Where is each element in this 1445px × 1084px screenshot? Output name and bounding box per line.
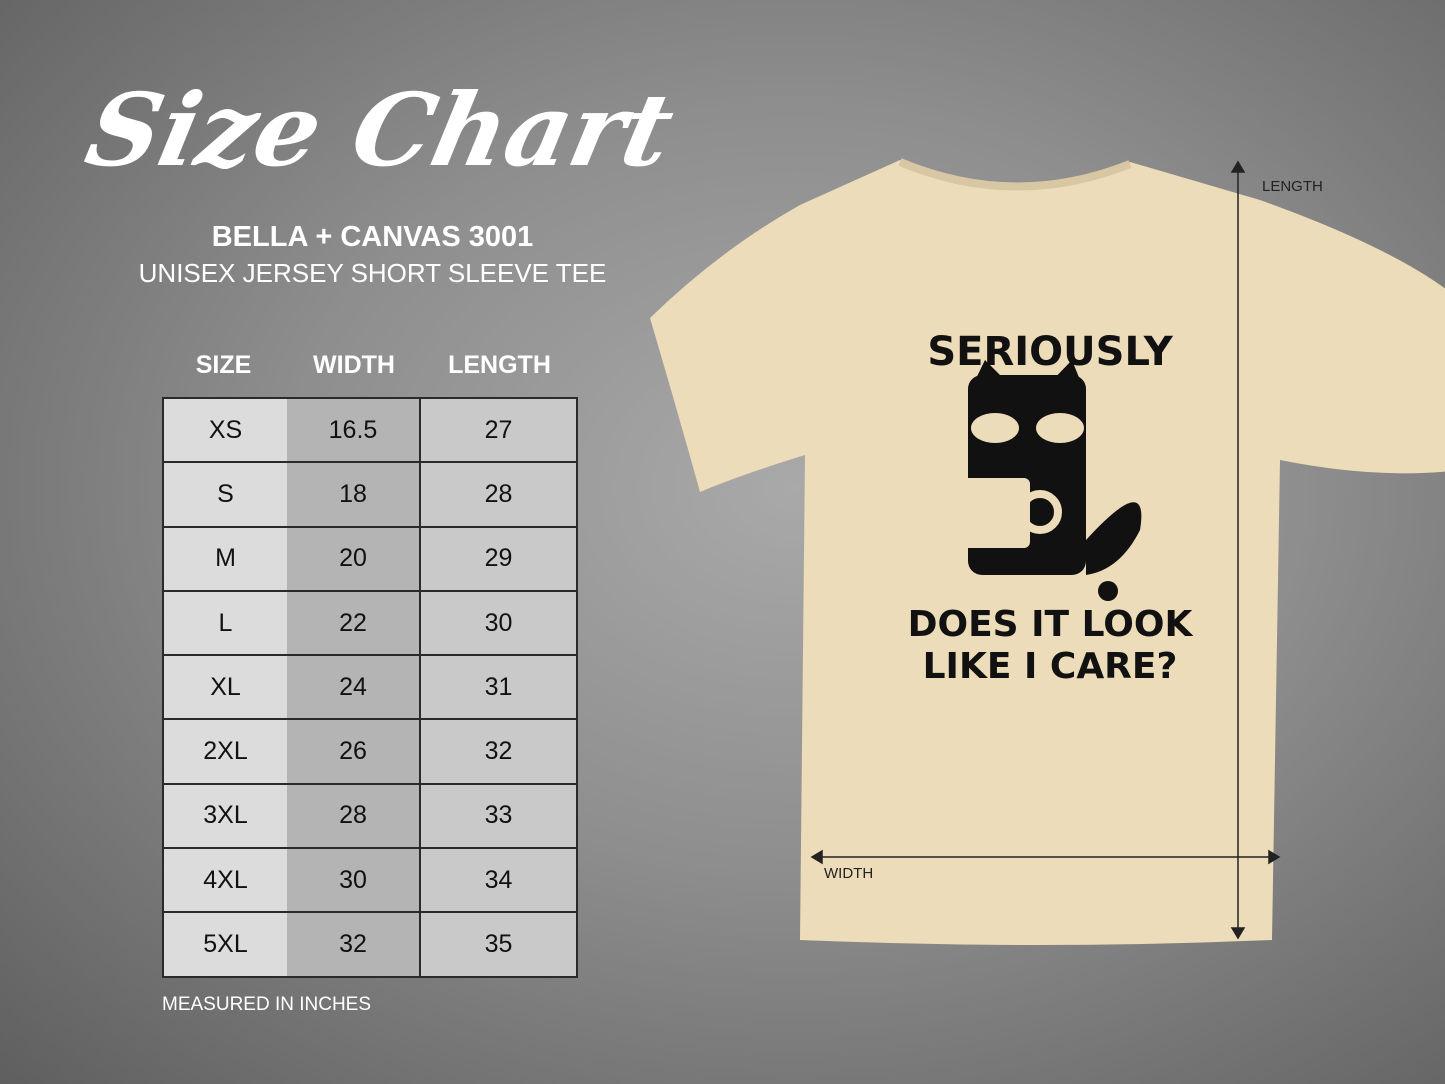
units-note: MEASURED IN INCHES bbox=[162, 994, 372, 1015]
cell-size: 3XL bbox=[162, 782, 287, 850]
cell-size: S bbox=[162, 461, 287, 528]
table-row: S 18 28 bbox=[162, 461, 578, 528]
print-bottom-line-1: DOES IT LOOK bbox=[908, 604, 1194, 645]
cell-size: 4XL bbox=[162, 847, 287, 914]
column-header-size: SIZE bbox=[195, 351, 252, 379]
cell-size: 5XL bbox=[162, 911, 287, 978]
cell-width: 20 bbox=[287, 525, 421, 592]
grumpy-cat-with-mug-graphic bbox=[958, 360, 1142, 601]
width-label: WIDTH bbox=[824, 865, 873, 882]
table-row: XS 16.5 27 bbox=[162, 396, 578, 464]
table-row: XL 24 31 bbox=[162, 654, 578, 721]
cell-length: 27 bbox=[419, 396, 578, 464]
table-row: 4XL 30 34 bbox=[162, 847, 578, 914]
cell-width: 16.5 bbox=[287, 396, 421, 464]
cell-width: 26 bbox=[287, 718, 421, 785]
cell-width: 32 bbox=[287, 911, 421, 978]
cell-length: 32 bbox=[419, 718, 578, 785]
cell-width: 24 bbox=[287, 654, 421, 721]
cell-width: 18 bbox=[287, 461, 421, 528]
cell-width: 28 bbox=[287, 782, 421, 850]
table-row: 3XL 28 33 bbox=[162, 782, 578, 850]
cell-size: M bbox=[162, 525, 287, 592]
column-header-length: LENGTH bbox=[448, 351, 551, 379]
cell-length: 30 bbox=[419, 589, 578, 657]
print-bottom-line-2: LIKE I CARE? bbox=[923, 646, 1178, 687]
brand-model: BELLA + CANVAS 3001 bbox=[211, 221, 534, 253]
cell-length: 33 bbox=[419, 782, 578, 850]
table-row: 5XL 32 35 bbox=[162, 911, 578, 978]
print-top-text: SERIOUSLY bbox=[927, 329, 1173, 375]
tshirt-collar bbox=[898, 158, 1132, 191]
cell-size: 2XL bbox=[162, 718, 287, 785]
table-row: 2XL 26 32 bbox=[162, 718, 578, 785]
cell-size: XL bbox=[162, 654, 287, 721]
cell-width: 22 bbox=[287, 589, 421, 657]
cell-length: 34 bbox=[419, 847, 578, 914]
cell-length: 35 bbox=[419, 911, 578, 978]
column-header-width: WIDTH bbox=[313, 351, 395, 379]
size-table: XS 16.5 27 S 18 28 M 20 29 L 22 30 XL 24 31 2XL 26 32 3XL 2… bbox=[162, 396, 578, 978]
product-subtitle: UNISEX JERSEY SHORT SLEEVE TEE bbox=[138, 258, 607, 288]
table-row: M 20 29 bbox=[162, 525, 578, 592]
cell-length: 29 bbox=[419, 525, 578, 592]
cell-length: 28 bbox=[419, 461, 578, 528]
cell-length: 31 bbox=[419, 654, 578, 721]
todd-art-logo bbox=[1098, 581, 1118, 601]
table-row: L 22 30 bbox=[162, 589, 578, 657]
cell-size: L bbox=[162, 589, 287, 657]
cell-size: XS bbox=[162, 396, 287, 464]
length-label: LENGTH bbox=[1262, 178, 1323, 195]
width-arrow bbox=[810, 849, 1281, 865]
cell-width: 30 bbox=[287, 847, 421, 914]
length-arrow bbox=[1230, 160, 1246, 940]
